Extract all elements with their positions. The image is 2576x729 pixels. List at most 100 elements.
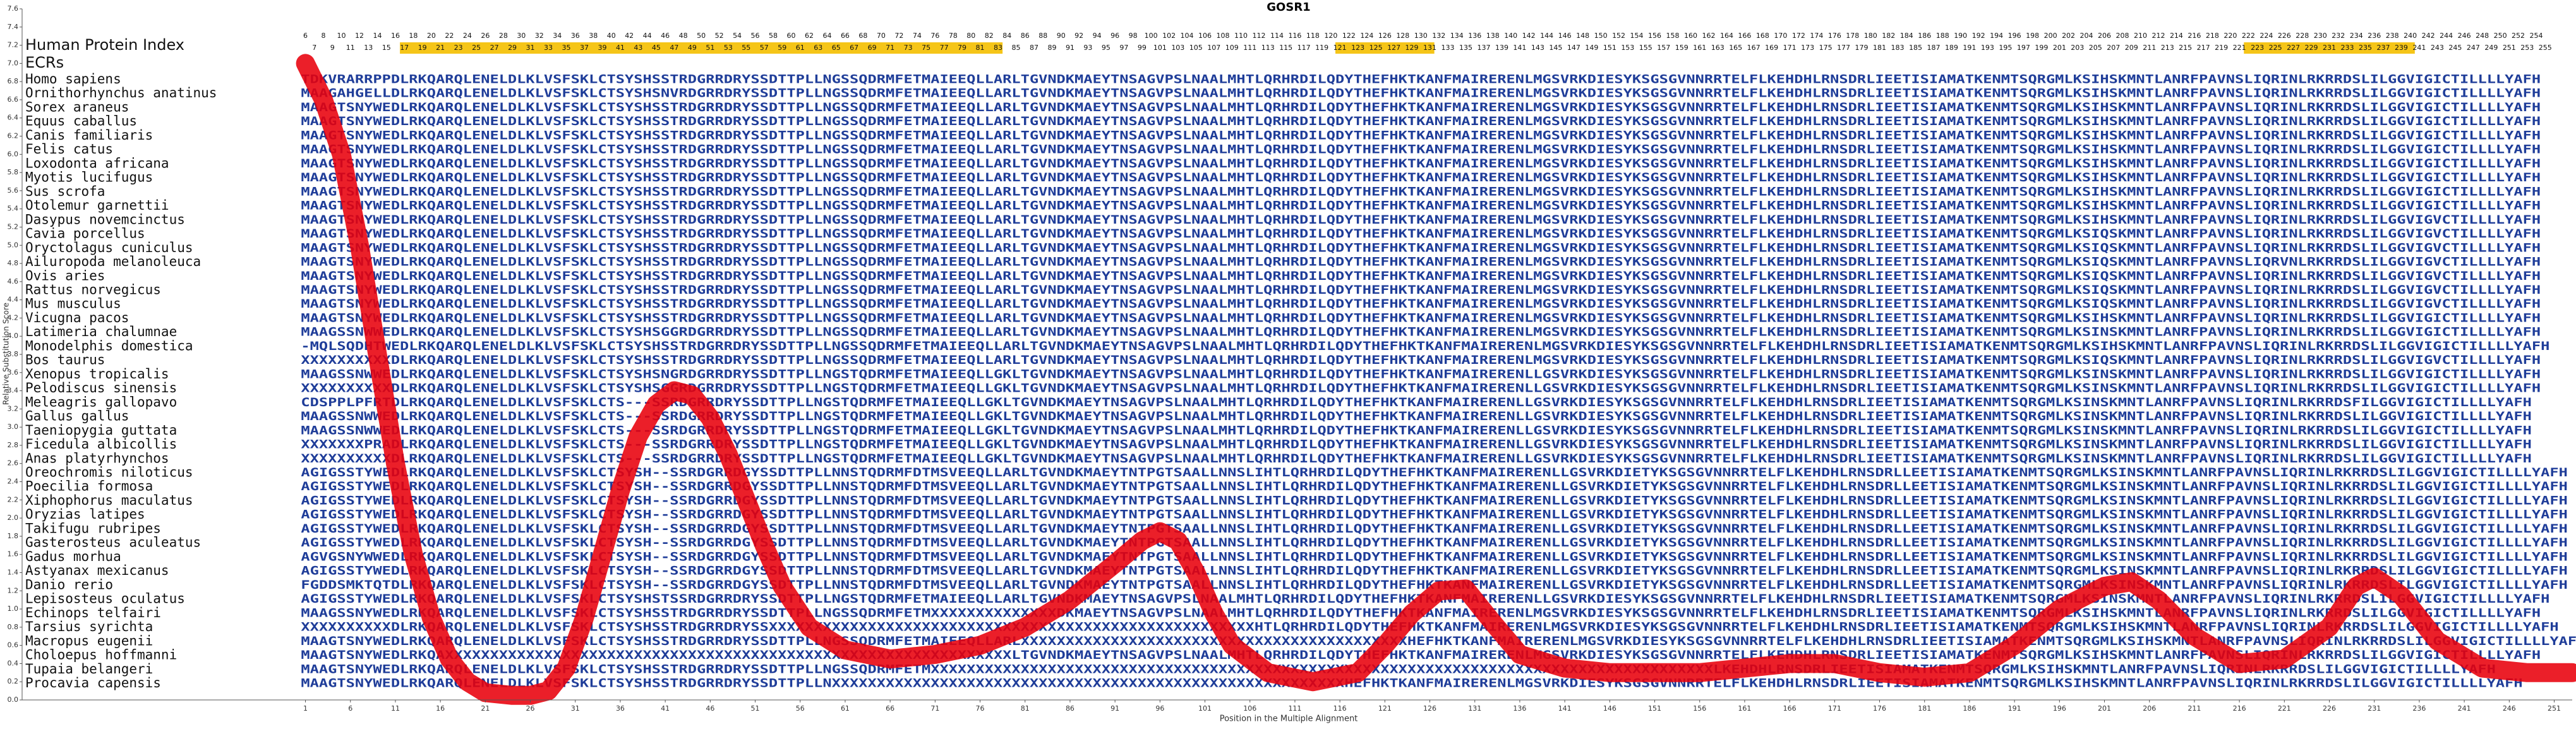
human-index: 250: [2494, 32, 2507, 40]
y-tick-label: 6.4: [8, 114, 19, 122]
y-tick-label: 0.2: [8, 677, 19, 685]
human-index: 52: [715, 32, 724, 40]
species-name: Rattus norvegicus: [25, 282, 161, 297]
sequence: MAAGSSNWWEDLRKQARQLENELDLKLVSFSKLCTSYSHS…: [301, 325, 2541, 339]
human-index: 76: [930, 32, 939, 40]
sequence: MAAGTSNYWEDLRKQARQLENELDLKLVSFSKLCTSYSHS…: [301, 143, 2541, 157]
sequence: MAAGTSNYWEDLRKQARQLENELDLKLVSFSKLCTSYSHS…: [301, 255, 2541, 269]
x-axis-label: Position in the Multiple Alignment: [1220, 714, 1358, 724]
sequence: AGVGSNYWWEDLRKQARQLENELDLKLVSFSKLCTSYSH-…: [301, 550, 2567, 563]
x-tick-label: 186: [1963, 704, 1976, 713]
human-index: 32: [535, 32, 544, 40]
human-index: 80: [966, 32, 975, 40]
y-tick-label: 2.6: [8, 459, 19, 467]
human-index: 158: [1666, 32, 1680, 40]
human-index: 51: [706, 44, 714, 52]
human-index: 226: [2278, 32, 2291, 40]
human-index: 19: [418, 44, 427, 52]
species-name: Meleagris gallopavo: [25, 394, 177, 409]
human-index: 227: [2287, 44, 2300, 52]
human-index: 213: [2161, 44, 2174, 52]
human-index: 139: [1495, 44, 1508, 52]
human-index: 27: [490, 44, 499, 52]
human-index: 255: [2539, 44, 2552, 52]
human-index: 142: [1522, 32, 1536, 40]
x-tick-label: 126: [1423, 704, 1436, 713]
human-index: 78: [949, 32, 958, 40]
human-index: 224: [2260, 32, 2273, 40]
species-name: Oryzias latipes: [25, 507, 145, 522]
x-tick-label: 171: [1828, 704, 1841, 713]
human-index: 141: [1513, 44, 1526, 52]
human-index: 90: [1057, 32, 1066, 40]
x-tick-label: 216: [2233, 704, 2246, 713]
human-index: 145: [1549, 44, 1562, 52]
species-name: Lepisosteus oculatus: [25, 591, 185, 606]
human-index: 99: [1138, 44, 1147, 52]
human-index: 252: [2512, 32, 2525, 40]
x-tick-label: 136: [1513, 704, 1526, 713]
human-index: 46: [661, 32, 670, 40]
human-index: 170: [1774, 32, 1787, 40]
human-index: 148: [1576, 32, 1589, 40]
human-index: 118: [1306, 32, 1320, 40]
y-tick-label: 4.4: [8, 296, 19, 304]
ecr-band: [1335, 42, 1435, 54]
human-index: 50: [697, 32, 706, 40]
sequence: MAAGTSNYWEDLRKQARQLENELDLKLVSFSKLCTSYSHS…: [301, 677, 2522, 690]
human-index: 31: [526, 44, 535, 52]
y-tick-label: 7.6: [8, 4, 19, 13]
human-index: 98: [1129, 32, 1138, 40]
human-index: 234: [2350, 32, 2363, 40]
x-tick-label: 66: [886, 704, 894, 713]
human-index: 184: [1900, 32, 1913, 40]
sequence: MAAGTSNYWEDLRKQARQLENELDLKLVSFSKLCTSYSHS…: [301, 241, 2541, 255]
human-index: 199: [2035, 44, 2048, 52]
human-index: 172: [1792, 32, 1805, 40]
human-index: 56: [751, 32, 760, 40]
species-name: Ovis aries: [25, 268, 105, 283]
human-index: 123: [1351, 44, 1364, 52]
human-index: 249: [2484, 44, 2498, 52]
x-tick-label: 81: [1021, 704, 1030, 713]
human-index: 152: [1612, 32, 1625, 40]
species-name: Xiphophorus maculatus: [25, 493, 193, 508]
ecr-label: ECRs: [25, 54, 64, 71]
y-tick-label: 3.8: [8, 350, 19, 358]
human-index: 69: [868, 44, 877, 52]
human-index: 57: [760, 44, 769, 52]
human-index: 122: [1342, 32, 1356, 40]
human-index: 81: [976, 44, 985, 52]
human-index: 11: [346, 44, 355, 52]
x-tick-label: 251: [2548, 704, 2561, 713]
human-index: 87: [1030, 44, 1038, 52]
human-index: 14: [373, 32, 382, 40]
human-index: 137: [1477, 44, 1490, 52]
human-index: 181: [1873, 44, 1886, 52]
y-tick-label: 0.8: [8, 623, 19, 631]
species-name: Pelodiscus sinensis: [25, 380, 177, 395]
y-tick-label: 3.2: [8, 404, 19, 413]
human-index: 217: [2197, 44, 2210, 52]
human-index: 106: [1198, 32, 1212, 40]
species-name: Dasypus novemcinctus: [25, 212, 185, 227]
sequence: MAAGTSNYWEDLRKQARQLENELDLKLVSFSKLCTSYSHS…: [301, 213, 2541, 227]
human-index: 116: [1288, 32, 1301, 40]
human-index: 177: [1837, 44, 1850, 52]
human-index: 101: [1153, 44, 1167, 52]
human-index: 210: [2134, 32, 2147, 40]
human-index: 91: [1066, 44, 1074, 52]
x-tick-label: 221: [2278, 704, 2291, 713]
y-tick-label: 1.4: [8, 568, 19, 576]
human-index: 26: [481, 32, 490, 40]
human-index: 156: [1648, 32, 1661, 40]
sequence: MAAGTSNYWEDLRKQARQLENELDLKLVSFSKLCTSYSHS…: [301, 100, 2541, 114]
human-index: 188: [1936, 32, 1949, 40]
human-index: 37: [580, 44, 589, 52]
human-index: 108: [1217, 32, 1230, 40]
sequence: XXXXXXXXXXDLRKQARQLENELDLKLVSFSKLCTS---S…: [301, 452, 2531, 466]
human-index: 183: [1891, 44, 1905, 52]
human-index: 104: [1181, 32, 1194, 40]
y-tick-label: 2.8: [8, 441, 19, 449]
